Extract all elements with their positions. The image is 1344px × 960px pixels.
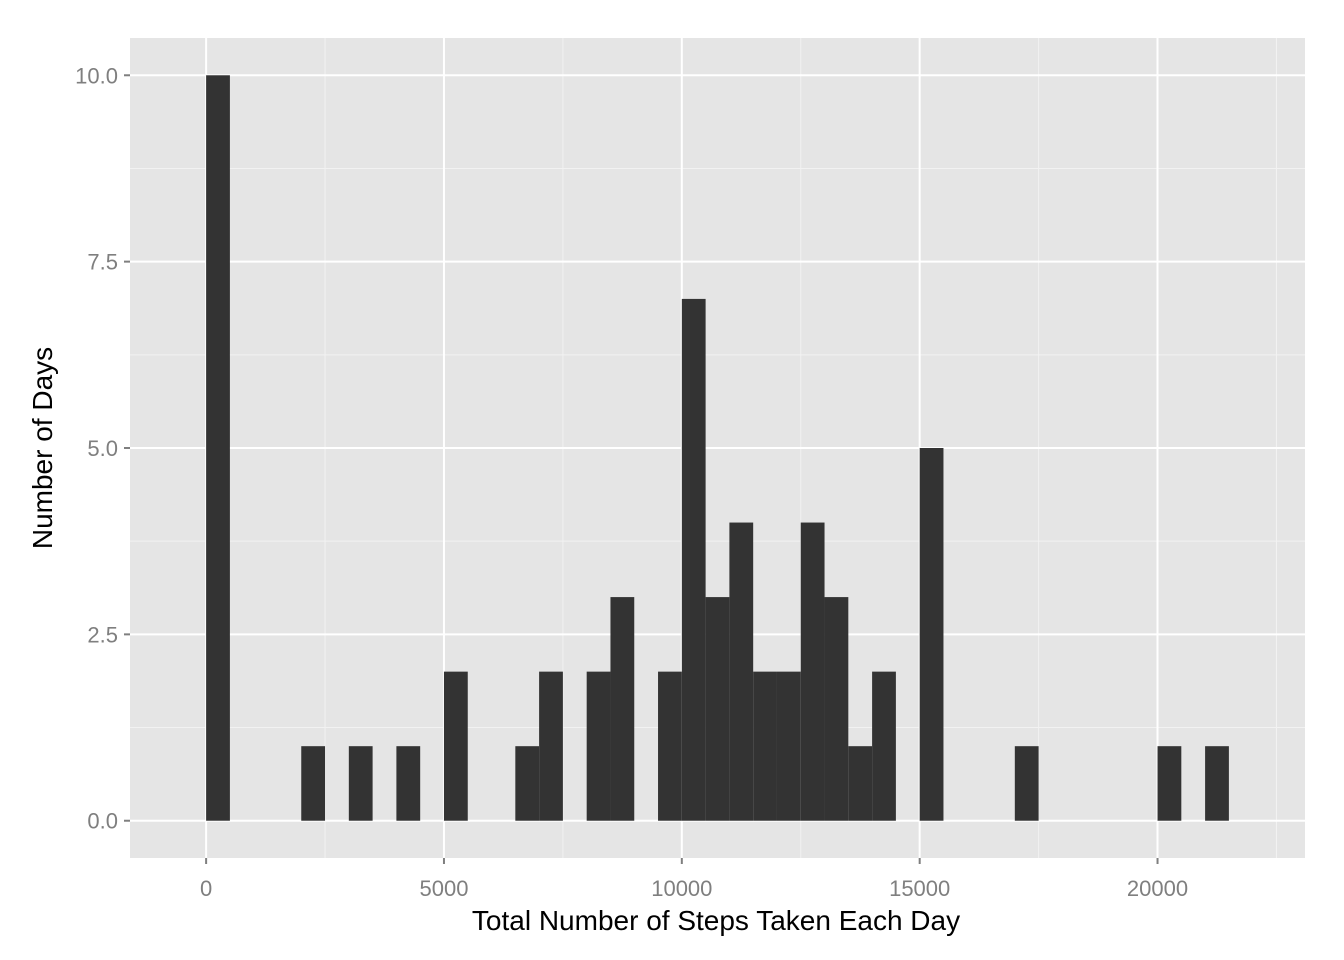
histogram-bar	[1205, 746, 1229, 821]
histogram-bar	[1157, 746, 1182, 821]
histogram-bar	[610, 597, 635, 821]
histogram-bar	[753, 671, 777, 821]
histogram-bar	[586, 671, 611, 821]
x-axis-title: Total Number of Steps Taken Each Day	[472, 905, 960, 936]
histogram-bar	[681, 298, 706, 821]
histogram-bar	[396, 746, 421, 821]
y-axis-tick-label: 10.0	[75, 63, 118, 88]
x-axis-tick-labels: 0 5000 10000 15000 20000	[200, 876, 1188, 901]
histogram-bar	[658, 671, 682, 821]
histogram-bars	[206, 75, 1229, 821]
axis-ticks	[124, 74, 1159, 864]
histogram-bar	[348, 746, 373, 821]
histogram-bar	[206, 75, 230, 821]
histogram-bar	[705, 597, 730, 821]
y-axis-tick-label: 0.0	[87, 809, 118, 834]
x-axis-tick-label: 20000	[1127, 876, 1188, 901]
y-axis-title: Number of Days	[27, 347, 58, 549]
histogram-bar	[919, 448, 944, 821]
x-axis-tick-label: 10000	[651, 876, 712, 901]
histogram-bar	[1014, 746, 1039, 821]
histogram-bar	[776, 671, 801, 821]
y-axis-tick-label: 7.5	[87, 250, 118, 275]
histogram-bar	[800, 522, 825, 821]
y-axis-tick-label: 5.0	[87, 436, 118, 461]
histogram-bar	[872, 671, 896, 821]
x-axis-tick-label: 5000	[419, 876, 468, 901]
histogram-bar	[824, 597, 849, 821]
histogram-bar	[539, 671, 563, 821]
x-axis-tick-label: 0	[200, 876, 212, 901]
histogram-bar	[515, 746, 540, 821]
y-axis-tick-labels: 0.0 2.5 5.0 7.5 10.0	[75, 63, 118, 833]
histogram-bar	[443, 671, 468, 821]
x-axis-tick-label: 15000	[889, 876, 950, 901]
y-axis-tick-label: 2.5	[87, 622, 118, 647]
histogram-bar	[301, 746, 326, 821]
histogram-bar	[729, 522, 754, 821]
histogram-bar	[848, 746, 873, 821]
